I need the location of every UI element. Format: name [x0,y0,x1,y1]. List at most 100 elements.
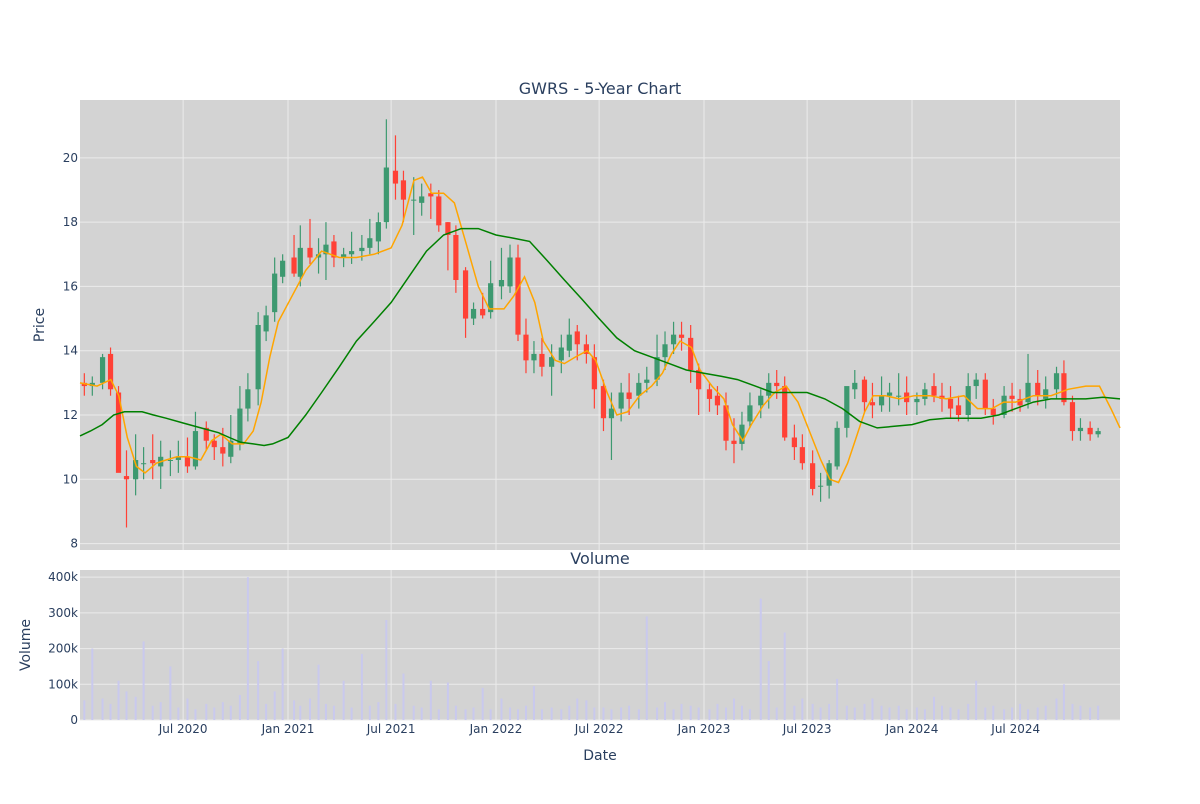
volume-bar [1071,703,1074,720]
candle-body [1087,427,1093,435]
volume-bar [238,695,241,720]
volume-bar [759,598,762,720]
candle [107,347,114,396]
volume-bar [125,691,128,720]
candle-body [791,437,797,448]
candle [626,373,632,415]
volume-bar [708,709,711,720]
volume-bar [265,703,268,720]
candle-body [591,357,597,390]
candle-body [453,235,459,280]
candle [549,344,555,396]
candle [470,302,477,325]
candle [480,292,486,319]
candle-body [1025,382,1031,403]
candle-body [714,395,721,406]
candle-body [861,379,868,403]
volume-bar [91,648,94,720]
candle-body [323,244,329,255]
volume-bar [1055,698,1058,720]
price-plot-area [80,100,1120,550]
candle [184,437,191,473]
candle [574,325,580,361]
price-y-ticks: 8 10 12 14 16 18 20 [63,151,78,551]
candle-body [549,357,555,367]
candle [654,334,660,387]
volume-bar [464,709,467,720]
candle [600,379,607,432]
candle-body [799,447,805,464]
candle [1077,418,1084,441]
candle [758,389,764,419]
candle-body [608,408,615,419]
candle [844,386,850,438]
candle-body [644,379,650,383]
price-y-tick-label: 10 [63,472,78,486]
price-y-tick-label: 12 [63,408,78,422]
candle-body [220,447,226,454]
candle-body [662,344,668,358]
candle-body [167,460,173,461]
candle-body [852,382,858,390]
candle-body [931,386,937,396]
candle-body [618,392,624,409]
volume-bar [610,709,613,720]
price-y-tick-label: 14 [63,344,78,358]
volume-bar [637,709,640,720]
volume-bar [1079,705,1082,720]
volume-y-tick-label: 100k [48,677,78,691]
volume-bar [481,687,484,720]
candle-body [558,347,564,361]
candle [428,183,434,219]
volume-bar [83,700,86,720]
price-y-tick-label: 16 [63,279,78,293]
candle-body [133,460,139,480]
volume-bar [1019,703,1022,720]
candle [566,318,572,358]
candle-body [331,241,337,258]
candle [990,398,996,425]
volume-bar [957,709,960,720]
volume-bar [836,678,839,720]
volume-bar [949,707,952,720]
candle-body [228,440,234,457]
candle [1035,370,1041,406]
volume-bar [664,702,667,720]
x-tick-label: Jul 2021 [366,722,416,736]
volume-bar [1097,705,1100,720]
x-tick-label: Jul 2022 [574,722,624,736]
x-tick-label: Jul 2020 [158,722,208,736]
volume-bar [645,616,648,720]
candle [280,254,286,284]
candle [739,411,745,451]
candle [670,321,677,354]
candle [878,376,885,412]
volume-bar [332,705,335,720]
candle-body [255,325,261,390]
volume-bar [793,705,796,720]
price-gridlines [80,100,1120,550]
volume-bar [932,696,935,720]
candle [558,334,564,374]
candle [636,373,642,409]
candle-body [886,392,893,396]
candle-body [1009,395,1015,399]
candle [419,183,425,216]
candle-body [1043,389,1049,399]
candle [523,318,529,374]
candle-body [626,392,632,399]
candle-body [869,402,876,406]
candle-body [1069,402,1076,432]
candle [392,135,399,200]
volume-bar [915,707,918,720]
candle-body [973,379,979,387]
volume-bar [540,709,543,720]
candle-body [774,382,780,387]
candle [1069,395,1076,441]
candle-body [99,357,106,383]
candle-body [817,485,824,487]
volume-bar [317,664,320,720]
volume-y-tick-label: 200k [48,642,78,656]
